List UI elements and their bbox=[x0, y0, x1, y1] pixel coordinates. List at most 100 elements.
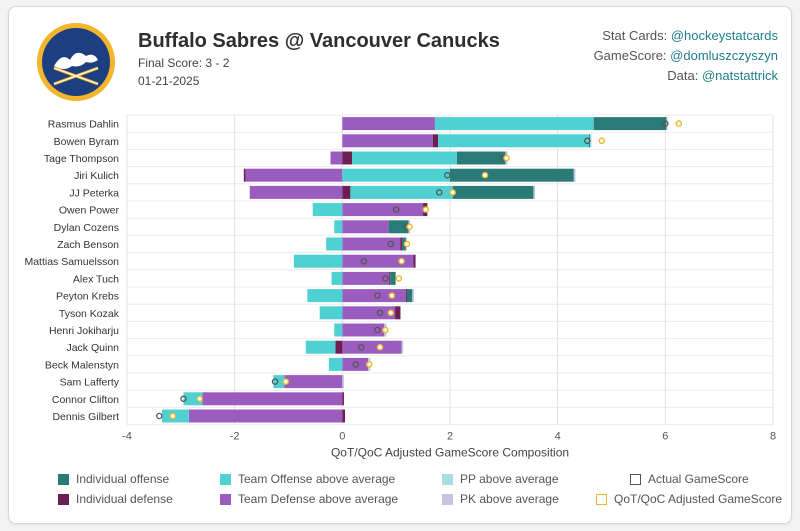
bar-segment bbox=[307, 289, 343, 303]
legend-label: Team Defense above average bbox=[238, 492, 399, 506]
bar-segment bbox=[342, 220, 389, 234]
legend-item-pp: PP above average bbox=[442, 472, 559, 486]
bar-segment bbox=[312, 203, 343, 217]
bar-segment bbox=[334, 220, 343, 234]
bar-segment bbox=[342, 237, 401, 251]
legend-item-team-defense: Team Defense above average bbox=[220, 492, 398, 506]
legend-label: PK above average bbox=[460, 492, 559, 506]
adjusted-gamescore-marker bbox=[675, 120, 683, 127]
legend-swatch bbox=[596, 493, 607, 505]
x-tick-label: 4 bbox=[555, 431, 561, 443]
adjusted-gamescore-marker bbox=[196, 395, 203, 403]
player-name-label: Henri Jokiharju bbox=[49, 325, 119, 337]
adjusted-gamescore-marker bbox=[403, 240, 411, 248]
bar-segment bbox=[342, 134, 433, 148]
adjusted-gamescore-marker bbox=[382, 326, 389, 334]
bar-segment bbox=[401, 340, 404, 354]
bar-segment bbox=[400, 237, 403, 251]
bar-segment bbox=[342, 168, 450, 182]
bar-segment bbox=[388, 220, 409, 234]
bar-segment bbox=[334, 323, 343, 337]
legend-item-team-offense: Team Offense above average bbox=[220, 472, 395, 486]
bar-segment bbox=[342, 254, 414, 268]
adjusted-gamescore-marker bbox=[395, 275, 403, 282]
bar-segment bbox=[434, 117, 594, 131]
bar-segment bbox=[319, 306, 343, 320]
actual-gamescore-marker bbox=[435, 189, 443, 196]
actual-gamescore-marker bbox=[376, 309, 384, 317]
bar-segment bbox=[342, 323, 385, 337]
player-name-label: Rasmus Dahlin bbox=[48, 119, 119, 131]
bar-segment bbox=[342, 375, 344, 389]
adjusted-gamescore-marker bbox=[598, 137, 606, 145]
final-score: Final Score: 3 - 2 bbox=[138, 56, 230, 70]
bar-segment bbox=[183, 392, 203, 406]
credit-label: GameScore: bbox=[593, 48, 671, 63]
player-name-label: Sam Lafferty bbox=[60, 377, 120, 389]
x-tick-label: 0 bbox=[339, 431, 345, 443]
bar-segment bbox=[284, 375, 343, 389]
x-axis-label: QoT/QoC Adjusted GameScore Composition bbox=[331, 446, 569, 460]
adjusted-gamescore-marker bbox=[503, 154, 510, 162]
actual-gamescore-marker bbox=[271, 378, 279, 385]
player-name-label: Jiri Kulich bbox=[74, 170, 119, 182]
bar-segment bbox=[331, 271, 343, 285]
adjusted-gamescore-marker bbox=[422, 206, 430, 213]
bar-segment bbox=[202, 392, 343, 406]
bar-segment bbox=[406, 289, 413, 303]
credit-handle-link[interactable]: @domluszczyszyn bbox=[670, 48, 778, 63]
bar-segment bbox=[335, 340, 343, 354]
bar-segment bbox=[573, 168, 576, 182]
actual-gamescore-marker bbox=[352, 361, 360, 368]
adjusted-gamescore-marker bbox=[388, 292, 396, 299]
adjusted-gamescore-marker bbox=[398, 257, 405, 265]
legend-swatch bbox=[220, 493, 231, 505]
credit-handle-link[interactable]: @natstattrick bbox=[701, 68, 778, 83]
game-title: Buffalo Sabres @ Vancouver Canucks bbox=[138, 30, 500, 52]
legend-item-individual-offense: Individual offense bbox=[58, 472, 169, 486]
actual-gamescore-marker bbox=[357, 343, 365, 351]
player-name-label: Owen Power bbox=[59, 205, 120, 217]
adjusted-gamescore-marker bbox=[481, 171, 489, 179]
actual-gamescore-marker bbox=[662, 120, 669, 127]
actual-gamescore-marker bbox=[584, 137, 591, 145]
bar-segment bbox=[305, 340, 336, 354]
player-name-label: Peyton Krebs bbox=[56, 291, 119, 303]
credit-handle-link[interactable]: @hockeystatcards bbox=[670, 28, 778, 43]
actual-gamescore-marker bbox=[387, 240, 395, 248]
bar-segment bbox=[243, 168, 246, 182]
legend-swatch bbox=[220, 473, 231, 485]
sabres-logo bbox=[37, 23, 115, 101]
bar-segment bbox=[405, 289, 407, 303]
adjusted-gamescore-marker bbox=[449, 189, 456, 196]
bar-segment bbox=[450, 168, 574, 182]
bar-segment bbox=[589, 134, 592, 148]
bar-segment bbox=[432, 134, 439, 148]
legend-label: Actual GameScore bbox=[648, 472, 749, 486]
player-name-label: Mattias Samuelsson bbox=[24, 256, 119, 268]
credit-label: Stat Cards: bbox=[602, 28, 671, 43]
credit-label: Data: bbox=[667, 68, 702, 83]
actual-gamescore-marker bbox=[382, 275, 389, 282]
bar-segment bbox=[245, 168, 343, 182]
legend-label: Team Offense above average bbox=[238, 472, 396, 486]
legend-item-adjusted-gamescore: QoT/QoC Adjusted GameScore bbox=[596, 492, 782, 506]
player-name-label: Connor Clifton bbox=[52, 394, 119, 406]
bar-segment bbox=[342, 357, 369, 371]
player-name-label: JJ Peterka bbox=[69, 187, 119, 199]
bar-segment bbox=[350, 185, 453, 199]
player-name-label: Bowen Byram bbox=[54, 136, 120, 148]
x-tick-label: -2 bbox=[230, 431, 240, 443]
player-name-label: Dylan Cozens bbox=[54, 222, 119, 234]
adjusted-gamescore-marker bbox=[376, 343, 384, 351]
player-name-label: Alex Tuch bbox=[73, 273, 119, 285]
legend-swatch bbox=[58, 493, 69, 505]
bar-segment bbox=[342, 306, 396, 320]
bar-segment bbox=[342, 203, 424, 217]
legend-swatch bbox=[442, 493, 453, 505]
bar-segment bbox=[438, 134, 589, 148]
x-tick-label: -4 bbox=[122, 431, 132, 443]
bar-segment bbox=[593, 117, 667, 131]
bar-segment bbox=[412, 289, 414, 303]
x-tick-label: 2 bbox=[447, 431, 453, 443]
